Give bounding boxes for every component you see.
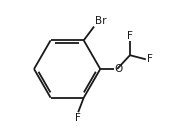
Text: F: F bbox=[146, 54, 152, 64]
Text: O: O bbox=[115, 64, 123, 74]
Text: F: F bbox=[75, 113, 81, 123]
Text: F: F bbox=[127, 31, 133, 41]
Text: Br: Br bbox=[95, 16, 106, 26]
